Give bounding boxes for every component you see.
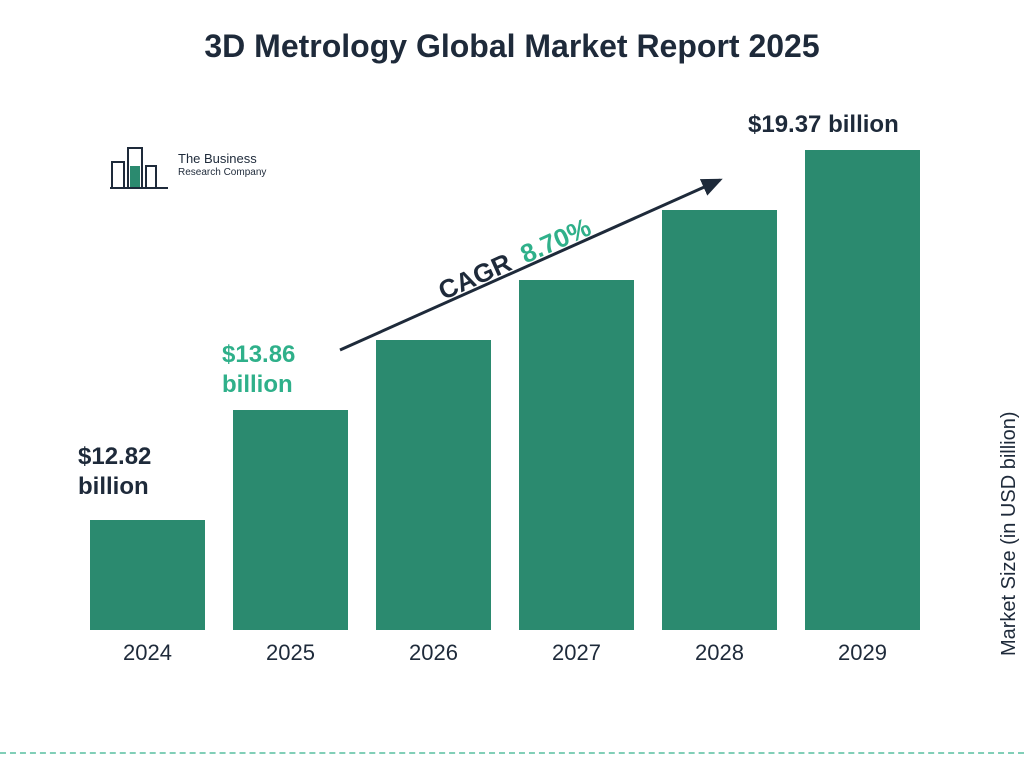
value-label-2024: $12.82billion xyxy=(78,442,151,502)
xlabel-2028: 2028 xyxy=(662,640,777,666)
xlabel-2026: 2026 xyxy=(376,640,491,666)
bar-wrap-2024: 2024 xyxy=(90,520,205,630)
bar-2025 xyxy=(233,410,348,630)
bar-2029 xyxy=(805,150,920,630)
bar-2026 xyxy=(376,340,491,630)
y-axis-label: Market Size (in USD billion) xyxy=(999,412,1022,657)
xlabel-2025: 2025 xyxy=(233,640,348,666)
cagr-arrow-icon xyxy=(320,185,740,365)
bar-wrap-2026: 2026 xyxy=(376,340,491,630)
chart-title: 3D Metrology Global Market Report 2025 xyxy=(0,28,1024,65)
bar-2024 xyxy=(90,520,205,630)
xlabel-2029: 2029 xyxy=(805,640,920,666)
cagr-annotation: CAGR 8.70% xyxy=(320,185,740,365)
bottom-dashed-line xyxy=(0,752,1024,754)
value-label-2029: $19.37 billion xyxy=(748,110,899,140)
xlabel-2027: 2027 xyxy=(519,640,634,666)
xlabel-2024: 2024 xyxy=(90,640,205,666)
value-label-2025: $13.86billion xyxy=(222,340,295,400)
bar-wrap-2029: 2029 xyxy=(805,150,920,630)
bar-wrap-2025: 2025 xyxy=(233,410,348,630)
